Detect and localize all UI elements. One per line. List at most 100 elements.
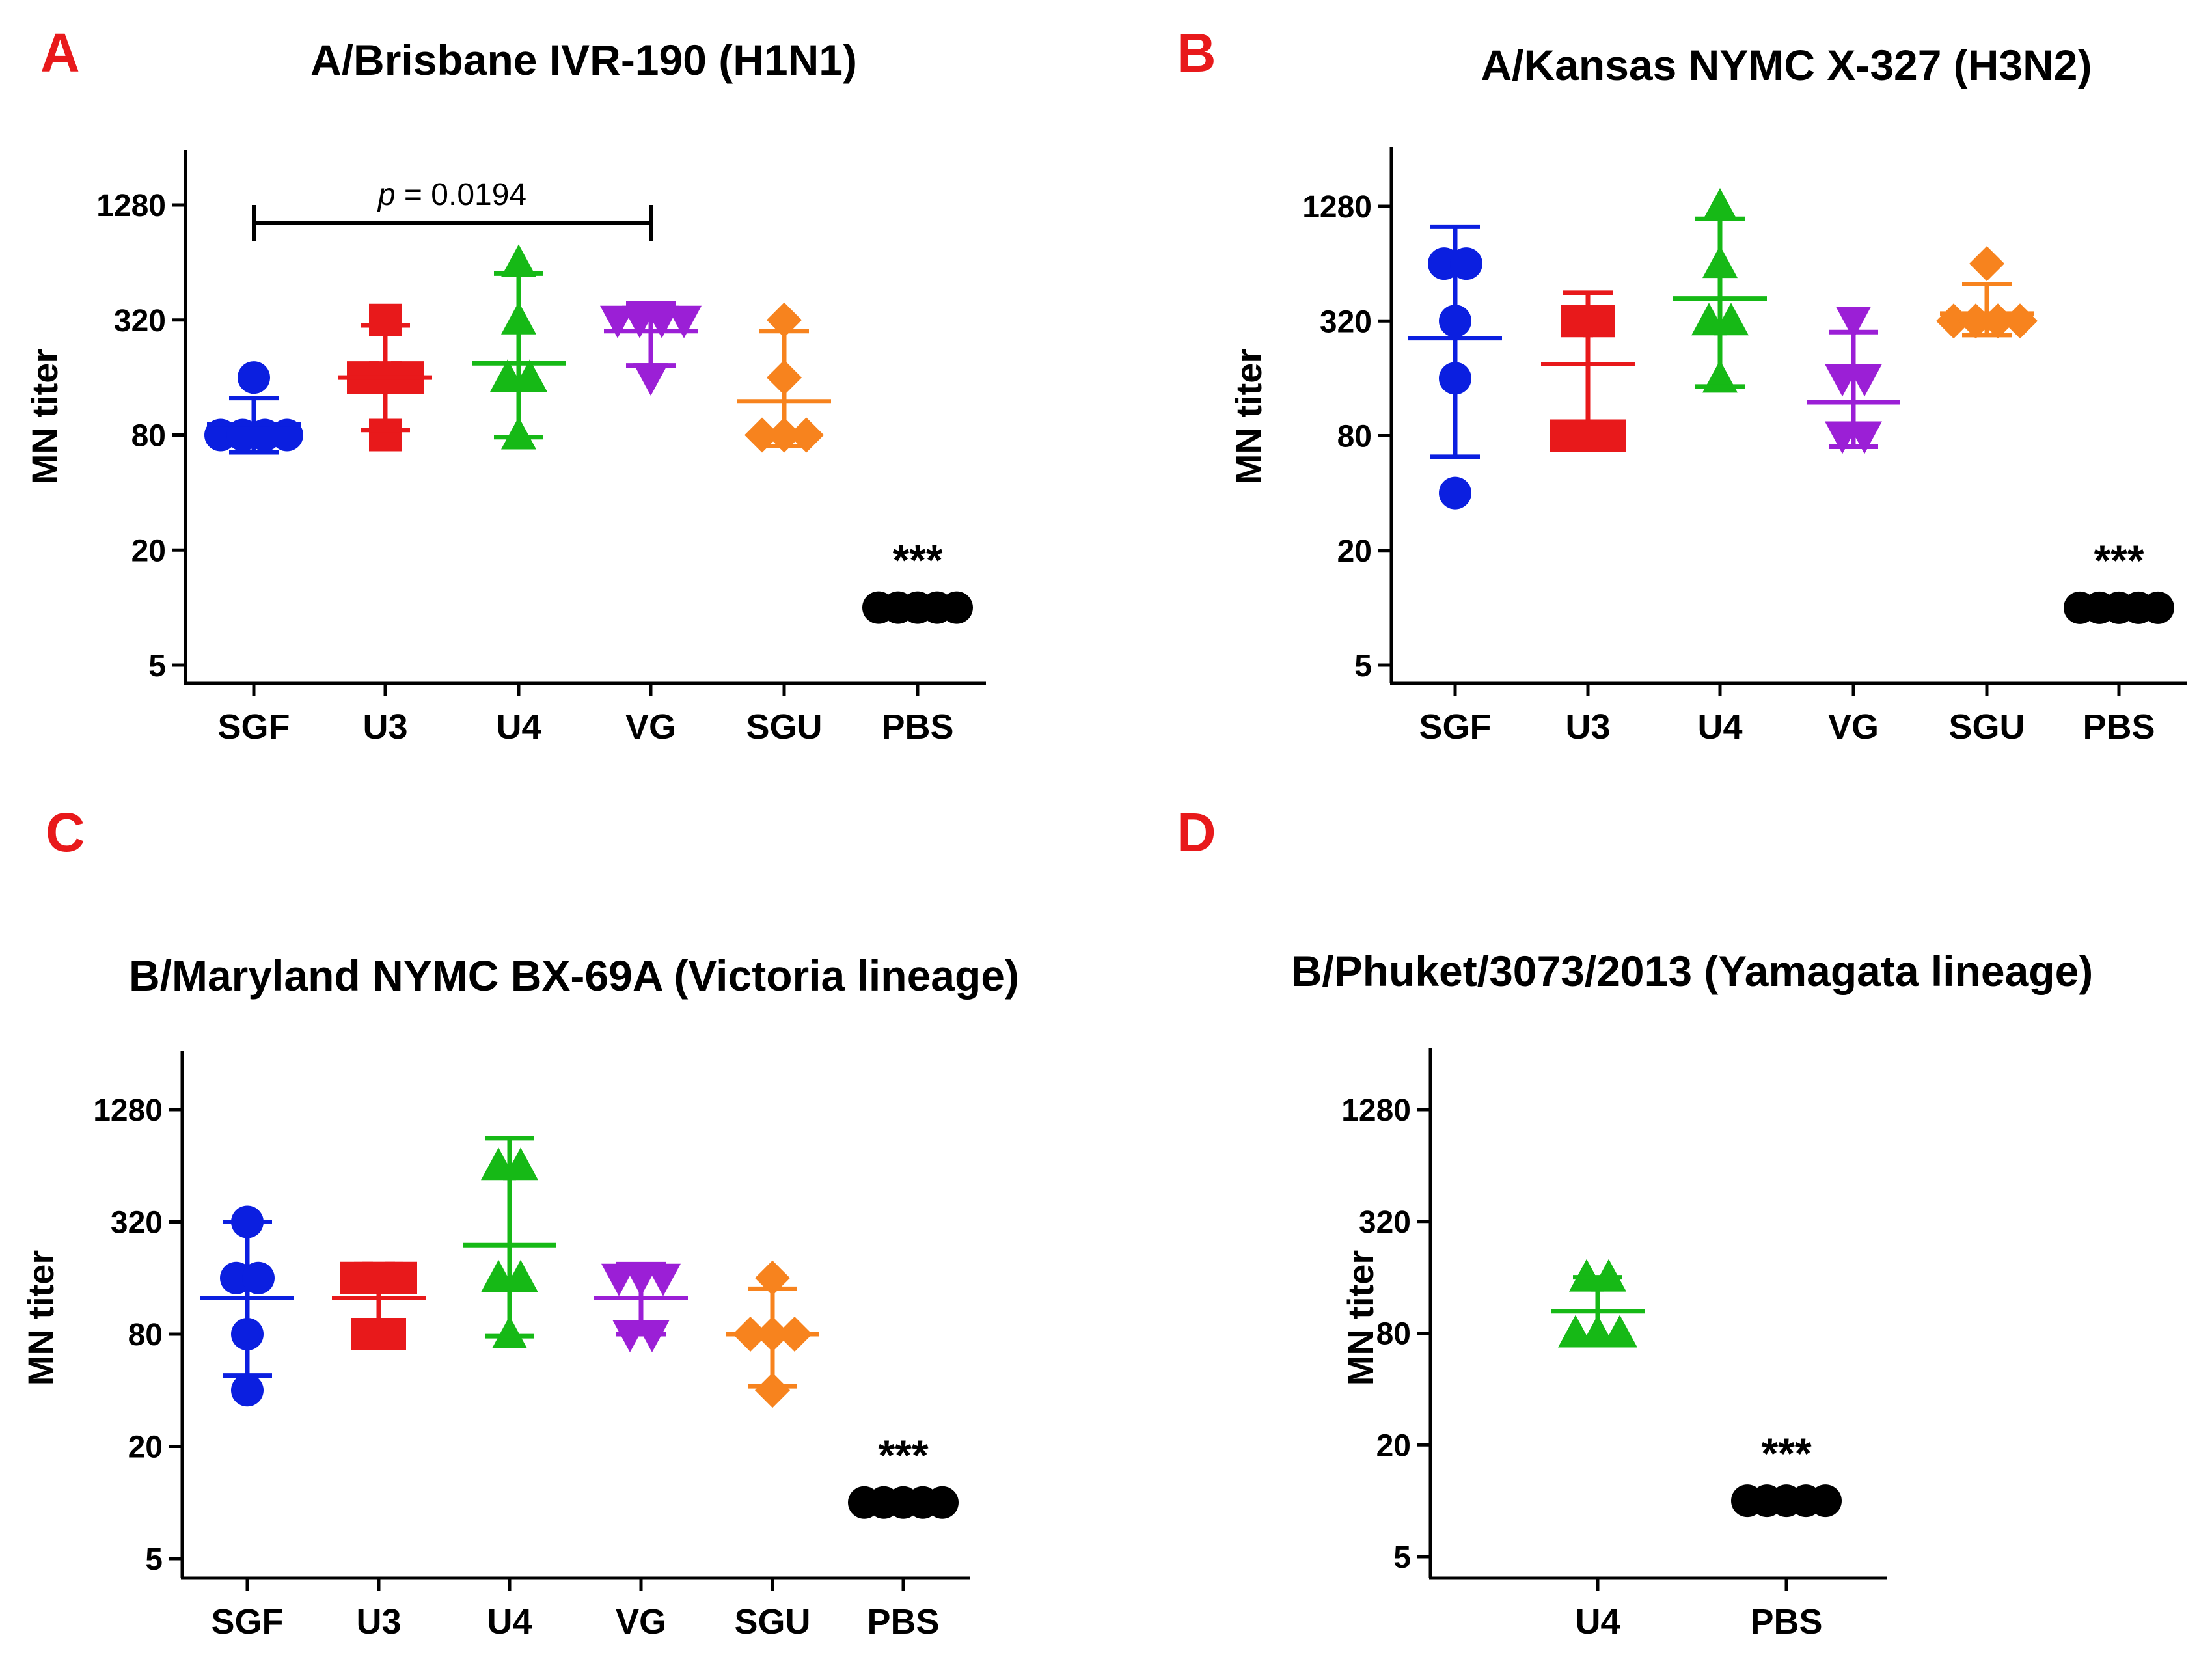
- data-point: [231, 1374, 264, 1407]
- panel-title: A/Kansas NYMC X-327 (H3N2): [1481, 41, 2092, 89]
- series-u4: [1551, 1259, 1645, 1348]
- data-point: [238, 361, 270, 394]
- y-tick-label: 20: [131, 534, 166, 568]
- y-tick-label: 1280: [1341, 1093, 1411, 1128]
- series-u3: [338, 303, 432, 452]
- panel-letter: B: [1177, 22, 1216, 83]
- y-tick-label: 80: [1337, 420, 1372, 454]
- significance-label: ***: [878, 1431, 928, 1479]
- p-value-symbol: p: [377, 178, 396, 212]
- data-point: [1558, 1315, 1593, 1348]
- series-vg: [1807, 307, 1900, 454]
- panel-c: C B/Maryland NYMC BX-69A (Victoria lineag…: [20, 802, 1019, 1641]
- series-sgf: [1408, 224, 1502, 510]
- data-point: [633, 363, 668, 396]
- series-sgu: [737, 302, 831, 453]
- panel-letter: D: [1177, 802, 1216, 863]
- x-tick-label: PBS: [881, 707, 953, 746]
- y-axis-label: MN titer: [24, 349, 65, 484]
- y-tick-label: 320: [1320, 305, 1372, 339]
- series-sgf: [200, 1205, 294, 1407]
- y-tick-label: 1280: [96, 189, 166, 223]
- y-axis-label: MN titer: [20, 1250, 61, 1386]
- data-point: [600, 305, 635, 338]
- panel-letter: C: [46, 802, 85, 863]
- data-point: [2142, 591, 2174, 624]
- x-tick-label: VG: [616, 1602, 666, 1641]
- y-tick-label: 320: [114, 304, 166, 338]
- series-u4: [472, 244, 566, 450]
- series-pbs: [862, 591, 973, 624]
- data-point: [1836, 307, 1871, 340]
- series-u3: [332, 1261, 426, 1350]
- series-sgu: [1936, 246, 2038, 339]
- data-point: [271, 418, 303, 452]
- y-axis-label: MN titer: [1340, 1250, 1381, 1386]
- data-point: [940, 591, 973, 624]
- y-tick-label: 20: [128, 1430, 163, 1465]
- p-value-number: = 0.0194: [396, 178, 527, 212]
- p-value-label: p = 0.0194: [377, 178, 526, 212]
- y-tick-label: 80: [128, 1318, 163, 1352]
- y-tick-label: 1280: [1302, 190, 1372, 225]
- x-tick-label: SGU: [734, 1602, 810, 1641]
- panel-d: D B/Phuket/3073/2013 (Yamagata lineage) MN…: [1177, 802, 2093, 1641]
- y-tick-label: 20: [1376, 1429, 1411, 1463]
- data-point: [789, 417, 824, 453]
- series-u4: [1673, 188, 1767, 393]
- data-point: [666, 305, 702, 338]
- x-tick-label: PBS: [1750, 1602, 1822, 1641]
- series-u4: [463, 1136, 556, 1348]
- x-tick-label: VG: [625, 707, 676, 746]
- x-tick-label: U3: [1565, 707, 1610, 746]
- data-point: [767, 302, 802, 338]
- data-point: [744, 417, 780, 453]
- data-point: [501, 244, 536, 277]
- data-point: [926, 1486, 959, 1519]
- data-point: [1969, 246, 2004, 282]
- data-point: [1439, 476, 1471, 510]
- series-vg: [594, 1261, 688, 1352]
- y-tick-label: 5: [145, 1542, 163, 1577]
- x-tick-label: SGU: [746, 707, 822, 746]
- y-tick-label: 1280: [93, 1093, 163, 1128]
- significance-label: ***: [1761, 1429, 1811, 1477]
- significance-label: ***: [2094, 536, 2144, 584]
- significance-label: ***: [892, 536, 942, 584]
- series-pbs: [848, 1486, 959, 1519]
- x-tick-label: PBS: [867, 1602, 939, 1641]
- y-tick-label: 320: [111, 1206, 163, 1240]
- data-point: [1602, 1315, 1637, 1348]
- data-point: [601, 1263, 636, 1296]
- x-tick-label: U4: [496, 707, 541, 746]
- y-tick-label: 5: [148, 649, 166, 683]
- series-pbs: [2064, 591, 2174, 624]
- data-point: [646, 1263, 681, 1296]
- x-tick-label: SGU: [1948, 707, 2025, 746]
- y-tick-label: 80: [131, 419, 166, 454]
- y-tick-label: 5: [1354, 649, 1372, 683]
- series-pbs: [1731, 1484, 1842, 1518]
- data-point: [755, 1373, 790, 1408]
- x-tick-label: VG: [1828, 707, 1879, 746]
- x-tick-label: U4: [1697, 707, 1742, 746]
- x-tick-label: SGF: [1419, 707, 1491, 746]
- panel-b: B A/Kansas NYMC X-327 (H3N2) MN titer 5 20 80…: [1177, 22, 2187, 746]
- panel-title: A/Brisbane IVR-190 (H1N1): [310, 36, 857, 84]
- x-tick-label: U4: [487, 1602, 532, 1641]
- data-point: [1809, 1484, 1842, 1518]
- panel-title: B/Phuket/3073/2013 (Yamagata lineage): [1291, 947, 2094, 995]
- y-tick-label: 320: [1359, 1205, 1411, 1240]
- panel-a: A A/Brisbane IVR-190 (H1N1) MN titer 5 20 80 3…: [24, 22, 986, 746]
- x-tick-label: U3: [362, 707, 407, 746]
- series-u3: [1541, 290, 1635, 452]
- panel-title: B/Maryland NYMC BX-69A (Victoria lineage…: [129, 951, 1019, 1000]
- series-sgu: [726, 1260, 819, 1408]
- data-point: [1450, 247, 1482, 280]
- data-point: [1702, 188, 1738, 221]
- y-axis-label: MN titer: [1228, 349, 1269, 484]
- data-point: [242, 1261, 275, 1294]
- panel-letter: A: [40, 22, 80, 83]
- x-tick-label: SGF: [217, 707, 290, 746]
